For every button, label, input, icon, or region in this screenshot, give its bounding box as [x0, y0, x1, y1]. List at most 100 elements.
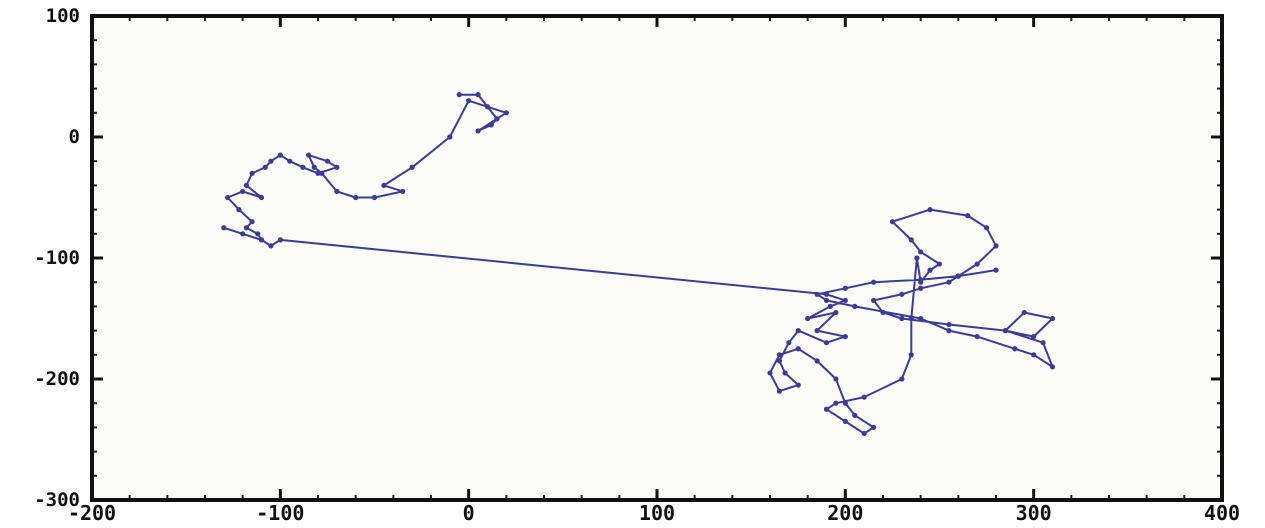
data-point: [842, 297, 848, 303]
data-point: [475, 92, 481, 98]
x-tick-labels: -200 -100 0 100 200 300 400: [68, 501, 1240, 525]
data-point: [814, 291, 820, 297]
data-point: [965, 213, 971, 219]
data-point: [240, 188, 246, 195]
data-point: [833, 400, 839, 406]
data-point: [983, 225, 990, 231]
data-point: [993, 267, 999, 273]
data-point: [240, 231, 246, 237]
plot-background: [92, 16, 1222, 500]
data-point: [782, 370, 788, 376]
data-point: [805, 315, 811, 322]
data-point: [908, 352, 914, 358]
y-tick-label: -300: [34, 489, 80, 511]
data-point: [899, 291, 905, 297]
data-point: [475, 128, 481, 134]
data-point: [861, 430, 867, 437]
data-point: [466, 98, 472, 104]
data-point: [409, 164, 415, 170]
data-point: [334, 188, 340, 195]
data-point: [842, 418, 848, 424]
data-point: [918, 285, 924, 291]
data-point: [974, 334, 980, 340]
data-point: [353, 194, 359, 201]
data-point: [795, 328, 801, 334]
data-point: [795, 382, 801, 388]
data-point: [842, 285, 848, 291]
y-tick-label: 0: [69, 126, 80, 148]
data-point: [268, 243, 274, 249]
x-tick-label: 0: [463, 501, 475, 523]
data-point: [899, 376, 905, 382]
data-point: [918, 249, 924, 255]
data-point: [503, 110, 509, 116]
data-point: [315, 170, 321, 176]
data-point: [927, 207, 933, 213]
data-point: [927, 267, 933, 273]
data-point: [889, 219, 896, 225]
data-point: [946, 328, 952, 334]
data-point: [243, 225, 250, 231]
data-point: [870, 424, 877, 430]
data-point: [776, 358, 783, 364]
data-point: [833, 376, 839, 382]
data-point: [899, 315, 905, 322]
data-point: [287, 158, 293, 164]
data-point: [870, 279, 877, 285]
data-point: [371, 194, 378, 201]
data-point: [918, 277, 924, 283]
data-point: [955, 273, 961, 279]
data-point: [861, 394, 867, 400]
data-point: [225, 194, 231, 201]
data-point: [249, 219, 255, 225]
x-tick-label: 100: [639, 501, 675, 523]
y-tick-label: -200: [34, 368, 80, 390]
data-point: [776, 388, 783, 394]
data-point: [300, 164, 306, 170]
data-point: [236, 207, 242, 213]
y-tick-label: -100: [34, 247, 80, 269]
data-point: [494, 116, 500, 122]
x-tick-label: 400: [1204, 501, 1240, 523]
data-point: [1002, 328, 1009, 334]
data-point: [1031, 352, 1037, 358]
data-point: [936, 261, 943, 267]
data-point: [814, 328, 820, 334]
data-point: [993, 243, 999, 249]
data-point: [249, 170, 255, 176]
data-point: [1031, 334, 1037, 340]
data-point: [852, 412, 858, 418]
data-point: [908, 237, 914, 243]
data-point: [1049, 364, 1056, 370]
data-point: [268, 158, 274, 164]
data-point: [277, 152, 283, 158]
data-point: [823, 297, 830, 303]
data-point: [484, 104, 491, 110]
x-tick-label: 200: [827, 501, 863, 523]
data-point: [918, 315, 924, 322]
data-point: [776, 352, 783, 358]
data-point: [833, 309, 839, 316]
y-tick-label: 100: [46, 5, 80, 27]
data-point: [842, 334, 848, 340]
x-tick-label: -200: [68, 501, 116, 523]
data-point: [1021, 309, 1027, 316]
data-point: [767, 370, 773, 376]
data-point: [880, 309, 886, 316]
series-points: [221, 92, 1056, 437]
data-point: [827, 303, 833, 309]
data-point: [908, 315, 914, 322]
data-point: [823, 406, 830, 412]
data-point: [974, 261, 980, 267]
data-point: [243, 182, 250, 188]
data-point: [814, 358, 820, 364]
data-point: [823, 340, 830, 346]
data-point: [1012, 346, 1018, 352]
data-point: [488, 122, 494, 128]
data-point: [456, 92, 462, 98]
data-point: [1040, 340, 1046, 346]
data-point: [255, 231, 261, 237]
data-point: [842, 400, 848, 406]
